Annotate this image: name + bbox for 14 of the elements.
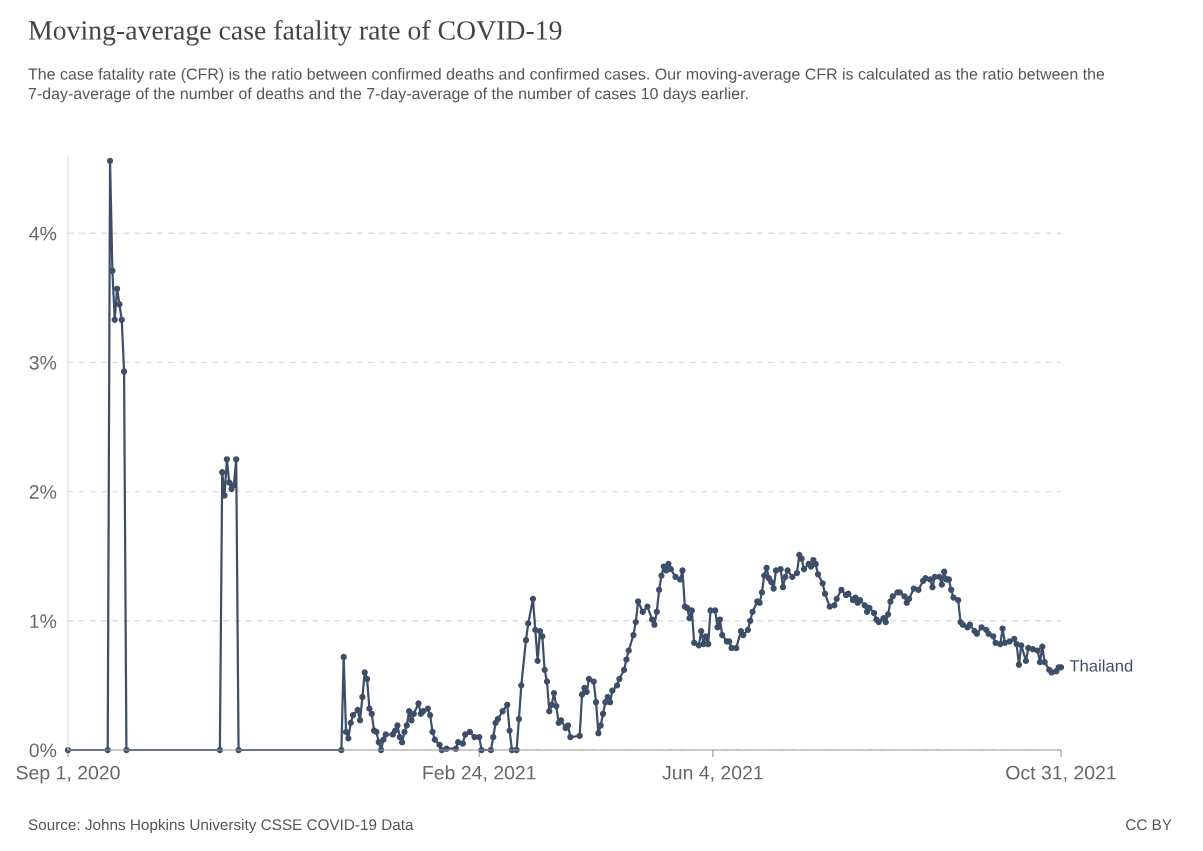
x-tick-label: Oct 31, 2021 bbox=[1006, 765, 1116, 782]
y-tick-label: 1% bbox=[30, 614, 57, 628]
x-tick-label: Feb 24, 2021 bbox=[423, 765, 536, 782]
series-label: Thailand bbox=[1069, 659, 1133, 672]
chart-subtitle: The case fatality rate (CFR) is the ratio between confirmed deaths and confirmed cases. Our moving-average CFR is calculated as the ratio between the 7-day-average of the number of deaths and the 7-day-average of the number of cases 10 days earlier. bbox=[28, 68, 1105, 103]
y-tick-label: 4% bbox=[29, 226, 57, 241]
y-tick-label: 2% bbox=[29, 485, 57, 499]
x-tick-label: Sep 1, 2020 bbox=[16, 765, 120, 784]
text: CC BY bbox=[1126, 819, 1172, 831]
y-tick-label: 3% bbox=[29, 355, 57, 370]
x-tick-label: Jun 4, 2021 bbox=[662, 765, 763, 782]
y-tick-label: 0% bbox=[29, 743, 57, 758]
chart-title: Moving-average case fatality rate of COVID-19 bbox=[28, 20, 562, 46]
source-note: Source: Johns Hopkins University CSSE COVID-19 Data bbox=[28, 818, 414, 834]
